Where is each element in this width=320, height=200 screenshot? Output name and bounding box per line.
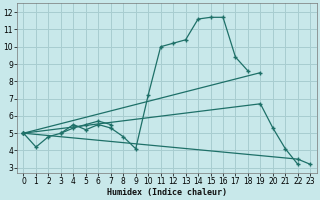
X-axis label: Humidex (Indice chaleur): Humidex (Indice chaleur)	[107, 188, 227, 197]
